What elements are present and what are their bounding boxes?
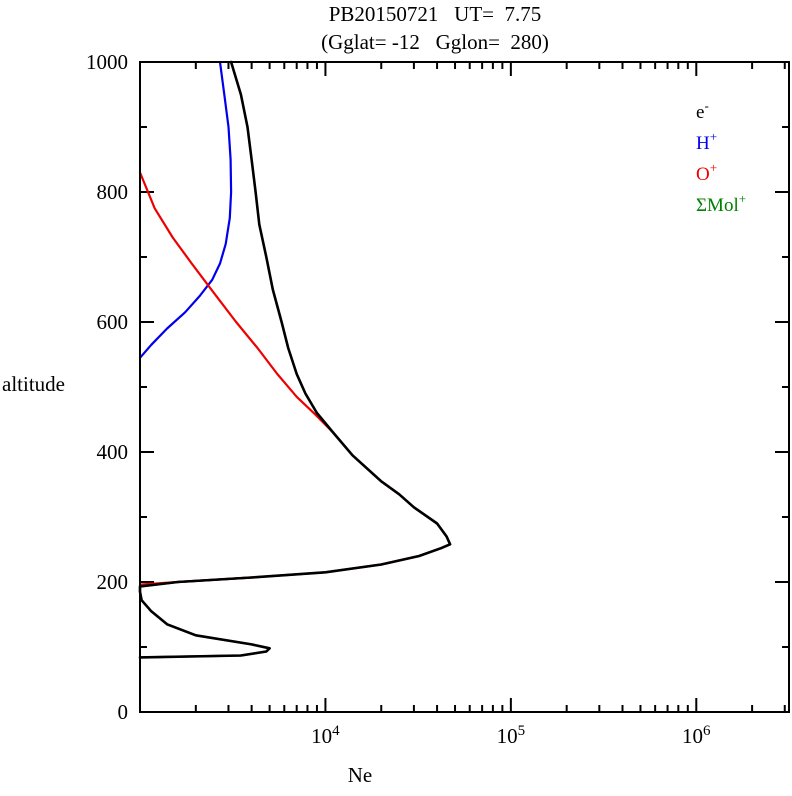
series-curves	[138, 60, 452, 659]
series-o-plus	[138, 171, 452, 586]
x-axis-label: Ne	[348, 763, 373, 787]
x-tick-label: 105	[497, 723, 526, 748]
legend-item-molecular-ions: ΣMol+	[696, 191, 746, 216]
legend-item-oxygen-ion: O+	[696, 160, 717, 185]
axis-tick-labels: 104 105 106 0 200 400 600 800 1000	[86, 50, 711, 748]
series-h-plus	[138, 60, 233, 359]
series-e-minus	[138, 60, 452, 659]
legend-item-electron: e-	[696, 98, 709, 123]
x-tick-label: 106	[682, 723, 711, 748]
y-tick-label: 800	[97, 180, 129, 204]
y-tick-label: 600	[97, 310, 129, 334]
legend: e- H+ O+ ΣMol+	[696, 98, 746, 216]
chart-title: PB20150721 UT= 7.75	[329, 2, 542, 26]
chart-subtitle: (Gglat= -12 Gglon= 280)	[321, 30, 549, 54]
y-tick-label: 1000	[86, 50, 128, 74]
y-axis-label: altitude	[2, 372, 65, 396]
plot-frame	[139, 61, 790, 713]
y-tick-label: 0	[118, 700, 129, 724]
y-tick-label: 200	[97, 570, 129, 594]
plot-area: 104 105 106 0 200 400 600 800 1000 e- H+ O+ ΣMol+	[86, 50, 790, 748]
series-sum-molecular-ions	[138, 571, 327, 659]
x-tick-label: 104	[311, 723, 340, 748]
legend-item-hydrogen-ion: H+	[696, 129, 717, 154]
axis-ticks	[140, 61, 789, 713]
y-tick-label: 400	[97, 440, 129, 464]
